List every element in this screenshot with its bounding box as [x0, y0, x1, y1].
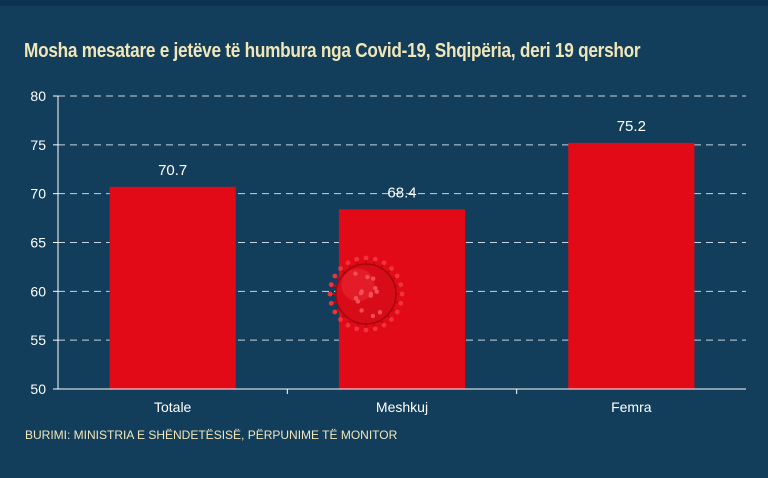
y-tick-label: 75: [30, 137, 46, 153]
decoration: [327, 255, 405, 333]
axes: [53, 95, 746, 394]
y-tick-label: 70: [30, 186, 46, 202]
category-label: Meshkuj: [376, 399, 428, 415]
data-label: 70.7: [158, 162, 187, 179]
y-tick-label: 50: [30, 381, 46, 397]
labels: 50 55 60 65 70 75 80 70.7 Totale 68.4 Meshkuj 75.2 F…: [30, 88, 651, 415]
category-label: Totale: [154, 399, 192, 415]
y-tick-label: 80: [30, 88, 46, 104]
bars: [109, 142, 695, 389]
data-label: 75.2: [617, 118, 646, 135]
chart-title: Mosha mesatare e jetëve të humbura nga C…: [24, 40, 641, 62]
source-note: BURIMI: MINISTRIA E SHËNDETËSISË, PËRPUN…: [25, 428, 398, 442]
data-label: 68.4: [387, 184, 416, 201]
coronavirus-icon: [327, 255, 405, 333]
bar-totale: [109, 186, 236, 389]
y-tick-label: 60: [30, 283, 46, 299]
y-tick-label: 55: [30, 332, 46, 348]
category-label: Femra: [611, 399, 652, 415]
bar-femra: [568, 142, 695, 389]
y-tick-label: 65: [30, 235, 46, 251]
top-border: [0, 0, 768, 6]
